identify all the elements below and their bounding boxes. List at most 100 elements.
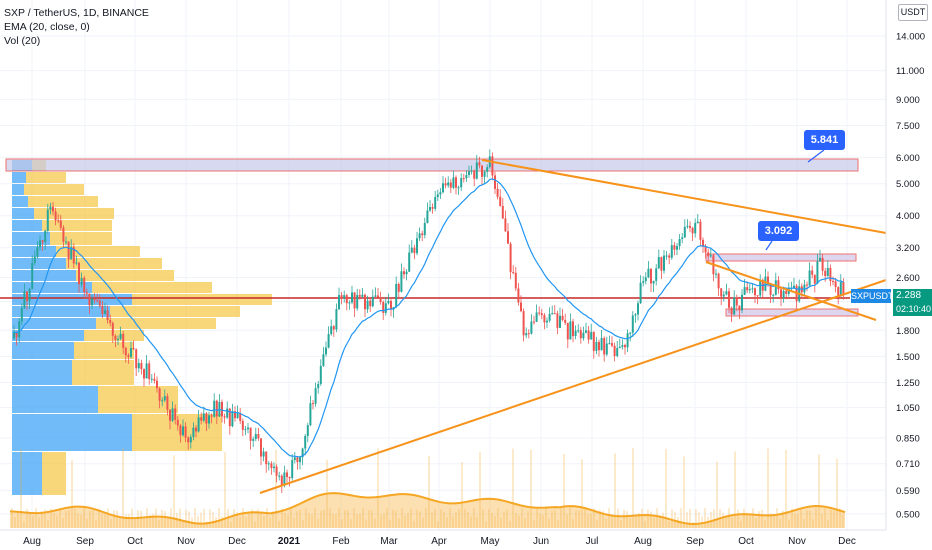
candle-body-up [535, 312, 538, 322]
volume-area [9, 448, 846, 528]
candle-body-up [634, 314, 637, 316]
candle-body-up [145, 363, 148, 379]
candle-body-down [67, 241, 70, 260]
candle-body-down [613, 345, 616, 356]
candle-body-up [70, 247, 73, 260]
candle-body-up [189, 436, 192, 443]
candle-body-up [429, 207, 431, 211]
zones [0, 158, 859, 317]
candle-body-down [340, 295, 343, 299]
candle-body-down [829, 267, 832, 282]
candle-body-down [215, 400, 218, 417]
candle-body-down [522, 311, 525, 336]
volume-profile [12, 160, 272, 495]
candle-body-down [702, 239, 704, 247]
ema-legend[interactable]: EMA (20, close, 0) [4, 21, 90, 33]
candle-body-down [491, 156, 494, 176]
vp-bar-up [12, 306, 110, 317]
candle-body-down [504, 218, 507, 232]
candle-body-down [210, 415, 213, 417]
candle-body-down [288, 476, 291, 479]
candle-body-up [278, 475, 281, 477]
candle-body-down [837, 287, 840, 297]
currency-button[interactable]: USDT [898, 4, 928, 21]
candle-body-down [767, 276, 769, 284]
candle-body-up [696, 221, 699, 223]
candle-body-up [647, 268, 650, 278]
candle-body-down [169, 409, 171, 421]
candle-body-down [88, 293, 91, 306]
short-descending-trendline [705, 261, 877, 321]
time-tick-label: Feb [332, 536, 350, 547]
candle-body-up [80, 277, 83, 285]
candle-body-up [366, 300, 369, 310]
candle-body-up [252, 439, 255, 441]
candle-body-down [249, 427, 252, 441]
vp-bar-up [12, 258, 66, 269]
price-tick-label: 9.000 [896, 95, 920, 106]
symbol-title[interactable]: SXP / TetherUS, 1D, BINANCE [4, 7, 149, 19]
candle-body-down [153, 378, 156, 381]
candle-body-down [473, 170, 476, 179]
candle-body-up [244, 429, 247, 431]
candle-body-down [738, 305, 741, 311]
candle-body-up [631, 315, 634, 333]
candle-body-down [280, 475, 283, 486]
candle-body-up [384, 303, 387, 313]
time-tick-label: Aug [634, 536, 652, 547]
candle-body-down [509, 243, 512, 273]
candle-body-up [629, 332, 632, 334]
candle-body-down [345, 295, 348, 304]
candle-body-up [741, 294, 743, 311]
candle-body-down [699, 221, 702, 240]
candle-body-up [642, 281, 645, 283]
candle-body-down [746, 287, 749, 291]
candle-body-up [309, 403, 312, 426]
candle-body-down [689, 225, 691, 228]
volume-area-fill [10, 493, 845, 528]
candle-body-down [96, 300, 99, 302]
candle-body-down [704, 246, 707, 253]
time-tick-label: Dec [228, 536, 246, 547]
candle-body-down [140, 362, 143, 370]
candle-body-down [122, 333, 125, 348]
vp-bar-up [12, 342, 74, 359]
time-tick-label: Sep [76, 536, 94, 547]
price-callout-mid[interactable]: 3.092 [758, 221, 799, 241]
price-tick-label: 6.000 [896, 153, 920, 164]
volume-legend[interactable]: Vol (20) [4, 35, 41, 47]
candle-body-up [551, 313, 554, 315]
price-tick-label: 4.000 [896, 211, 920, 222]
vp-bar-down [84, 330, 144, 341]
candle-body-down [265, 451, 268, 465]
candle-body-down [270, 463, 273, 469]
candle-body-up [605, 343, 608, 355]
candle-body-up [442, 183, 444, 193]
candle-body-down [598, 341, 600, 351]
candle-body-up [600, 338, 603, 351]
candle-body-up [486, 167, 489, 172]
candle-body-down [603, 338, 606, 355]
candle-body-down [114, 335, 117, 340]
candle-body-up [637, 303, 639, 315]
candle-body-up [447, 182, 450, 186]
candle-body-down [834, 281, 837, 288]
candle-body-down [832, 281, 834, 283]
candle-body-down [390, 300, 392, 310]
candle-body-down [57, 220, 60, 222]
candle-body-up [171, 408, 174, 421]
candle-body-up [182, 426, 184, 436]
candle-body-down [176, 419, 179, 426]
price-callout-top[interactable]: 5.841 [804, 130, 845, 150]
candle-body-up [208, 415, 210, 424]
candle-body-down [754, 288, 756, 296]
candle-body-down [455, 177, 457, 188]
candle-body-down [785, 290, 788, 294]
candle-body-down [421, 233, 424, 236]
candle-body-up [371, 296, 374, 307]
candle-body-up [530, 321, 533, 334]
symbol-label: SXPUSDT [851, 289, 894, 303]
candle-body-down [41, 240, 44, 243]
candle-body-up [774, 280, 777, 295]
